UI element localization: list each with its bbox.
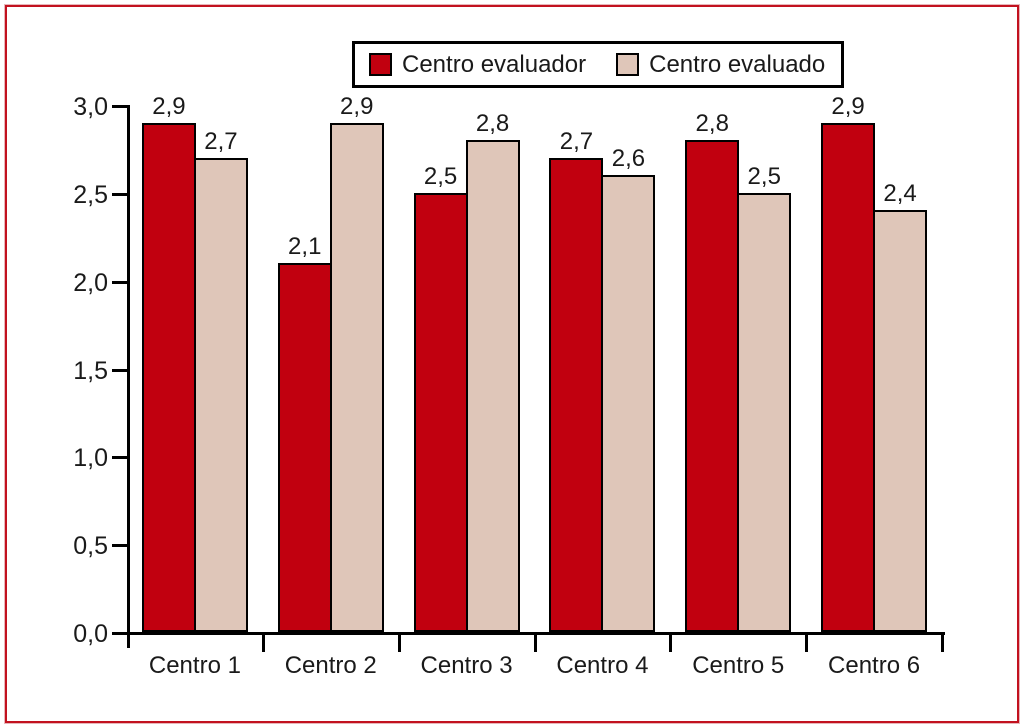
y-axis-line [127, 105, 130, 648]
bar-centro-evaluado [601, 175, 656, 632]
y-tick [112, 368, 127, 372]
bar-group: 2,5 2,8 [399, 105, 535, 632]
y-tick-label: 3,0 [73, 93, 108, 121]
legend-swatch-centro-evaluado-icon [616, 53, 640, 76]
x-category-label: Centro 3 [420, 652, 513, 679]
bar-value-label: 2,9 [152, 92, 186, 120]
x-tick [261, 635, 265, 652]
bar-centro-evaluado [329, 122, 384, 632]
bar-centro-evaluado [737, 192, 792, 632]
y-tick [112, 192, 127, 196]
x-tick [397, 635, 401, 652]
y-tick [112, 105, 127, 108]
legend-item-centro-evaluador: Centro evaluador [369, 51, 586, 79]
bar-value-label: 2,9 [340, 92, 374, 120]
bar-value-label: 2,1 [288, 233, 322, 261]
y-tick [112, 456, 127, 460]
bar-group: 2,1 2,9 [263, 93, 399, 632]
legend: Centro evaluador Centro evaluado [352, 41, 845, 88]
bar-centro-evaluador [413, 192, 468, 632]
x-tick [669, 635, 673, 652]
bar-value-label: 2,7 [204, 127, 238, 155]
x-axis-line [127, 632, 945, 635]
y-tick [112, 632, 127, 635]
bar-value-label: 2,5 [423, 162, 458, 190]
bar-group: 2,9 2,4 [806, 93, 942, 632]
bar-group: 2,7 2,6 [535, 105, 671, 632]
legend-swatch-centro-evaluador-icon [369, 53, 392, 76]
bar-value-label: 2,8 [475, 110, 510, 138]
x-category-label: Centro 2 [284, 652, 377, 679]
bar-value-label: 2,9 [831, 92, 865, 120]
bar-value-label: 2,7 [559, 127, 594, 155]
bar-group: 2,9 2,7 [127, 93, 263, 632]
y-tick-label: 0,0 [73, 620, 108, 648]
bar-value-label: 2,5 [747, 162, 781, 190]
x-tick [805, 635, 809, 652]
bar-value-label: 2,8 [695, 110, 729, 138]
y-tick-label: 2,5 [73, 180, 108, 209]
y-tick-label: 2,0 [73, 268, 108, 297]
x-category-label: Centro 6 [828, 652, 921, 679]
bar-value-label: 2,4 [883, 180, 917, 208]
figure-frame [5, 5, 1019, 723]
bar-centro-evaluador [141, 122, 196, 632]
legend-label-centro-evaluado: Centro evaluado [649, 50, 826, 78]
bar-centro-evaluado [193, 157, 248, 632]
legend-item-centro-evaluado: Centro evaluado [616, 51, 825, 79]
x-category-label: Centro 4 [556, 652, 649, 679]
y-tick-label: 0,5 [73, 532, 108, 561]
bar-centro-evaluador [277, 263, 332, 632]
plot-area: 2,9 2,7 2,1 2,9 2,5 2,8 2,7 2,6 2,8 2,5 2,9 2,4 [127, 93, 942, 632]
bar-centro-evaluador [821, 122, 876, 632]
x-category-label: Centro 1 [148, 652, 241, 679]
x-tick [941, 635, 944, 652]
x-tick [533, 635, 537, 652]
bar-centro-evaluado [465, 140, 520, 632]
y-tick-label: 1,0 [73, 444, 108, 473]
y-tick [112, 280, 127, 284]
y-tick [112, 544, 127, 548]
legend-label-centro-evaluador: Centro evaluador [402, 50, 587, 78]
bar-value-label: 2,6 [611, 145, 646, 173]
bar-centro-evaluador [549, 157, 604, 632]
bar-centro-evaluador [685, 140, 740, 632]
y-tick-label: 1,5 [73, 356, 108, 385]
x-category-label: Centro 5 [692, 652, 785, 679]
bar-group: 2,8 2,5 [670, 105, 806, 632]
bar-centro-evaluado [873, 210, 928, 632]
